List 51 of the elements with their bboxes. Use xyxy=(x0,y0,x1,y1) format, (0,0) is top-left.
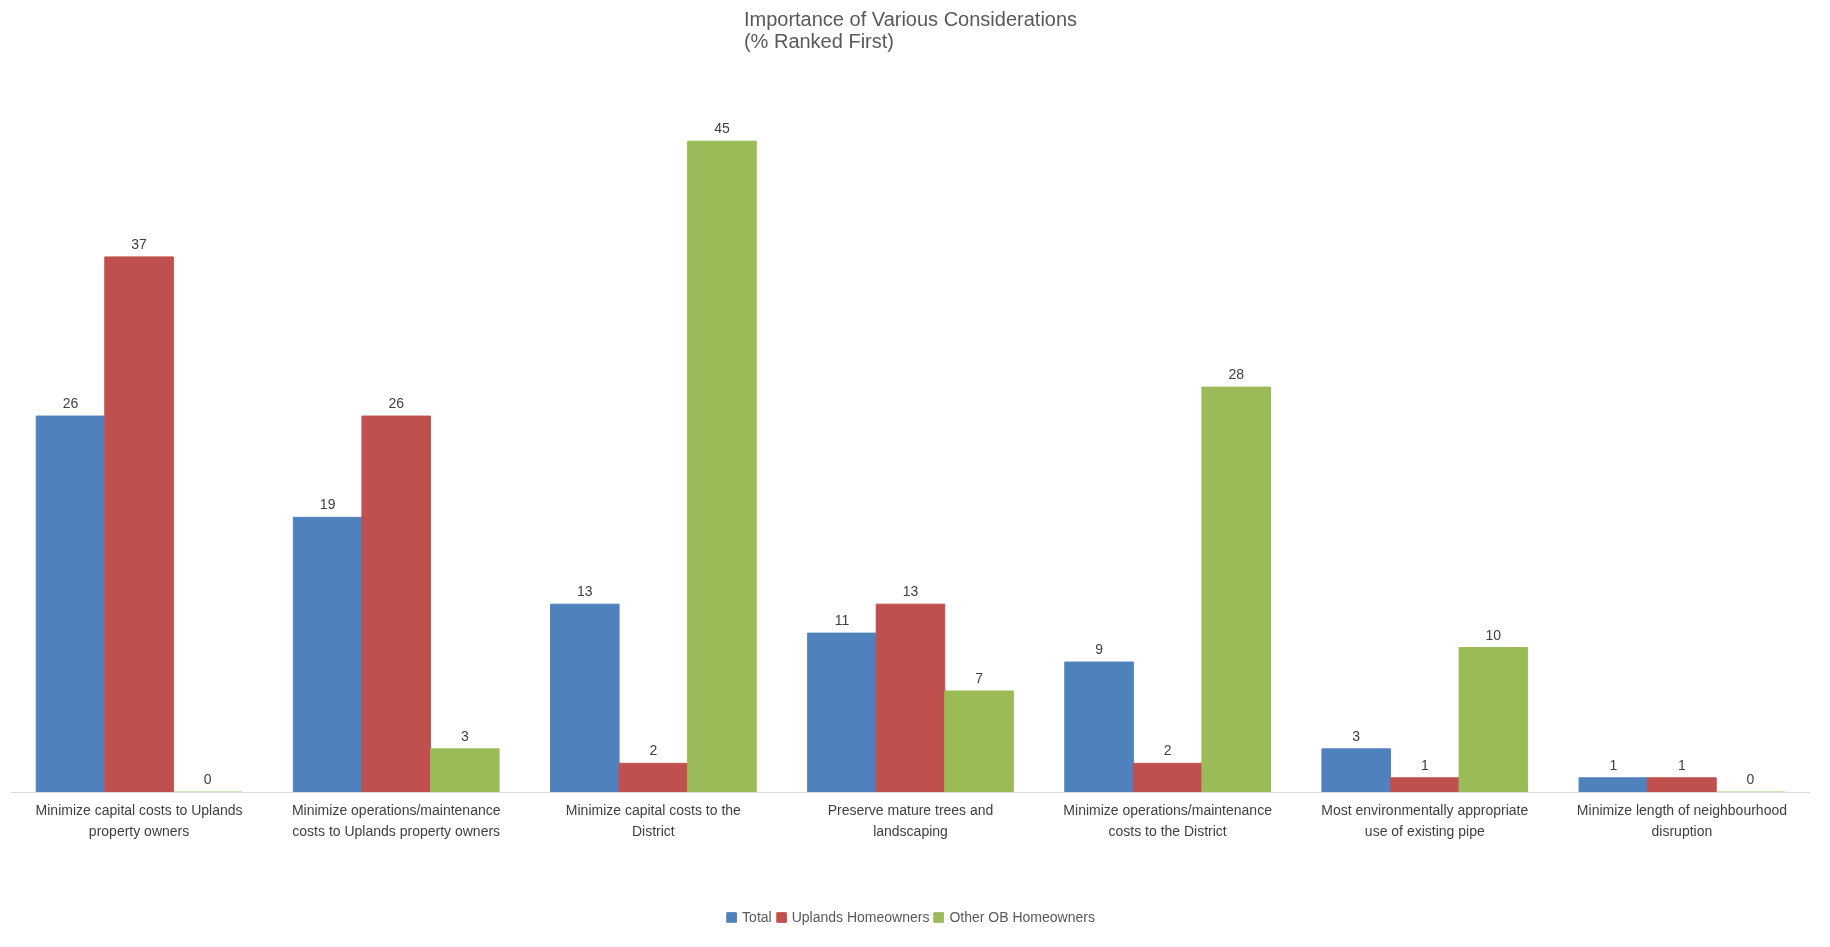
bar xyxy=(687,140,757,793)
data-label: 26 xyxy=(388,395,405,412)
data-label: 13 xyxy=(577,583,593,600)
data-label: 7 xyxy=(975,669,984,686)
bar xyxy=(361,415,431,793)
bar xyxy=(430,748,500,793)
data-label: 0 xyxy=(203,771,212,788)
data-label: 1 xyxy=(1609,756,1618,773)
bar xyxy=(1647,777,1717,793)
bar xyxy=(1201,386,1271,793)
x-tick-label: Preserve mature trees and landscaping xyxy=(827,802,994,840)
bar xyxy=(807,632,877,793)
bar xyxy=(875,603,946,793)
data-label: 13 xyxy=(902,583,919,600)
bar xyxy=(1578,777,1649,793)
bar xyxy=(1064,661,1134,793)
data-label: 26 xyxy=(62,395,79,412)
x-tick-label: Most environmentally appropriate use of existing pipe xyxy=(1321,802,1529,840)
data-label: 2 xyxy=(649,742,658,759)
data-label: 3 xyxy=(460,727,469,744)
data-label: 11 xyxy=(834,612,850,629)
bar xyxy=(1321,748,1391,793)
chart-title: Importance of Various Considerations (% Ranked First) xyxy=(743,7,1078,52)
bar xyxy=(35,415,106,793)
bar xyxy=(1458,647,1529,793)
x-tick-label: Minimize capital costs to Uplands property owners xyxy=(35,802,243,840)
legend-label: Total xyxy=(742,909,772,925)
legend-label: Uplands Homeowners xyxy=(791,909,930,925)
data-label: 45 xyxy=(714,120,730,137)
data-label: 37 xyxy=(131,235,148,252)
bar xyxy=(618,762,689,793)
data-label: 19 xyxy=(319,496,336,513)
bar xyxy=(550,603,620,793)
bar xyxy=(1132,762,1203,793)
data-label: 2 xyxy=(1163,742,1172,759)
data-label: 3 xyxy=(1352,727,1361,744)
x-tick-label: Minimize operations/maintenance costs to Uplands property owners xyxy=(291,802,501,840)
data-label: 28 xyxy=(1228,366,1245,383)
x-tick-label: Minimize capital costs to the District xyxy=(565,802,742,840)
bar xyxy=(1390,777,1460,793)
bar xyxy=(292,516,363,793)
legend-label: Other OB Homeowners xyxy=(949,909,1095,925)
bar xyxy=(104,256,174,793)
data-label: 10 xyxy=(1485,626,1502,643)
data-label: 0 xyxy=(1746,771,1755,788)
data-label: 1 xyxy=(1420,756,1429,773)
x-tick-label: Minimize operations/maintenance costs to the District xyxy=(1063,802,1273,840)
x-tick-label: Minimize length of neighbourhood disruption xyxy=(1576,802,1787,840)
data-label: 9 xyxy=(1095,641,1104,658)
bar xyxy=(944,690,1014,793)
data-label: 1 xyxy=(1678,756,1687,773)
